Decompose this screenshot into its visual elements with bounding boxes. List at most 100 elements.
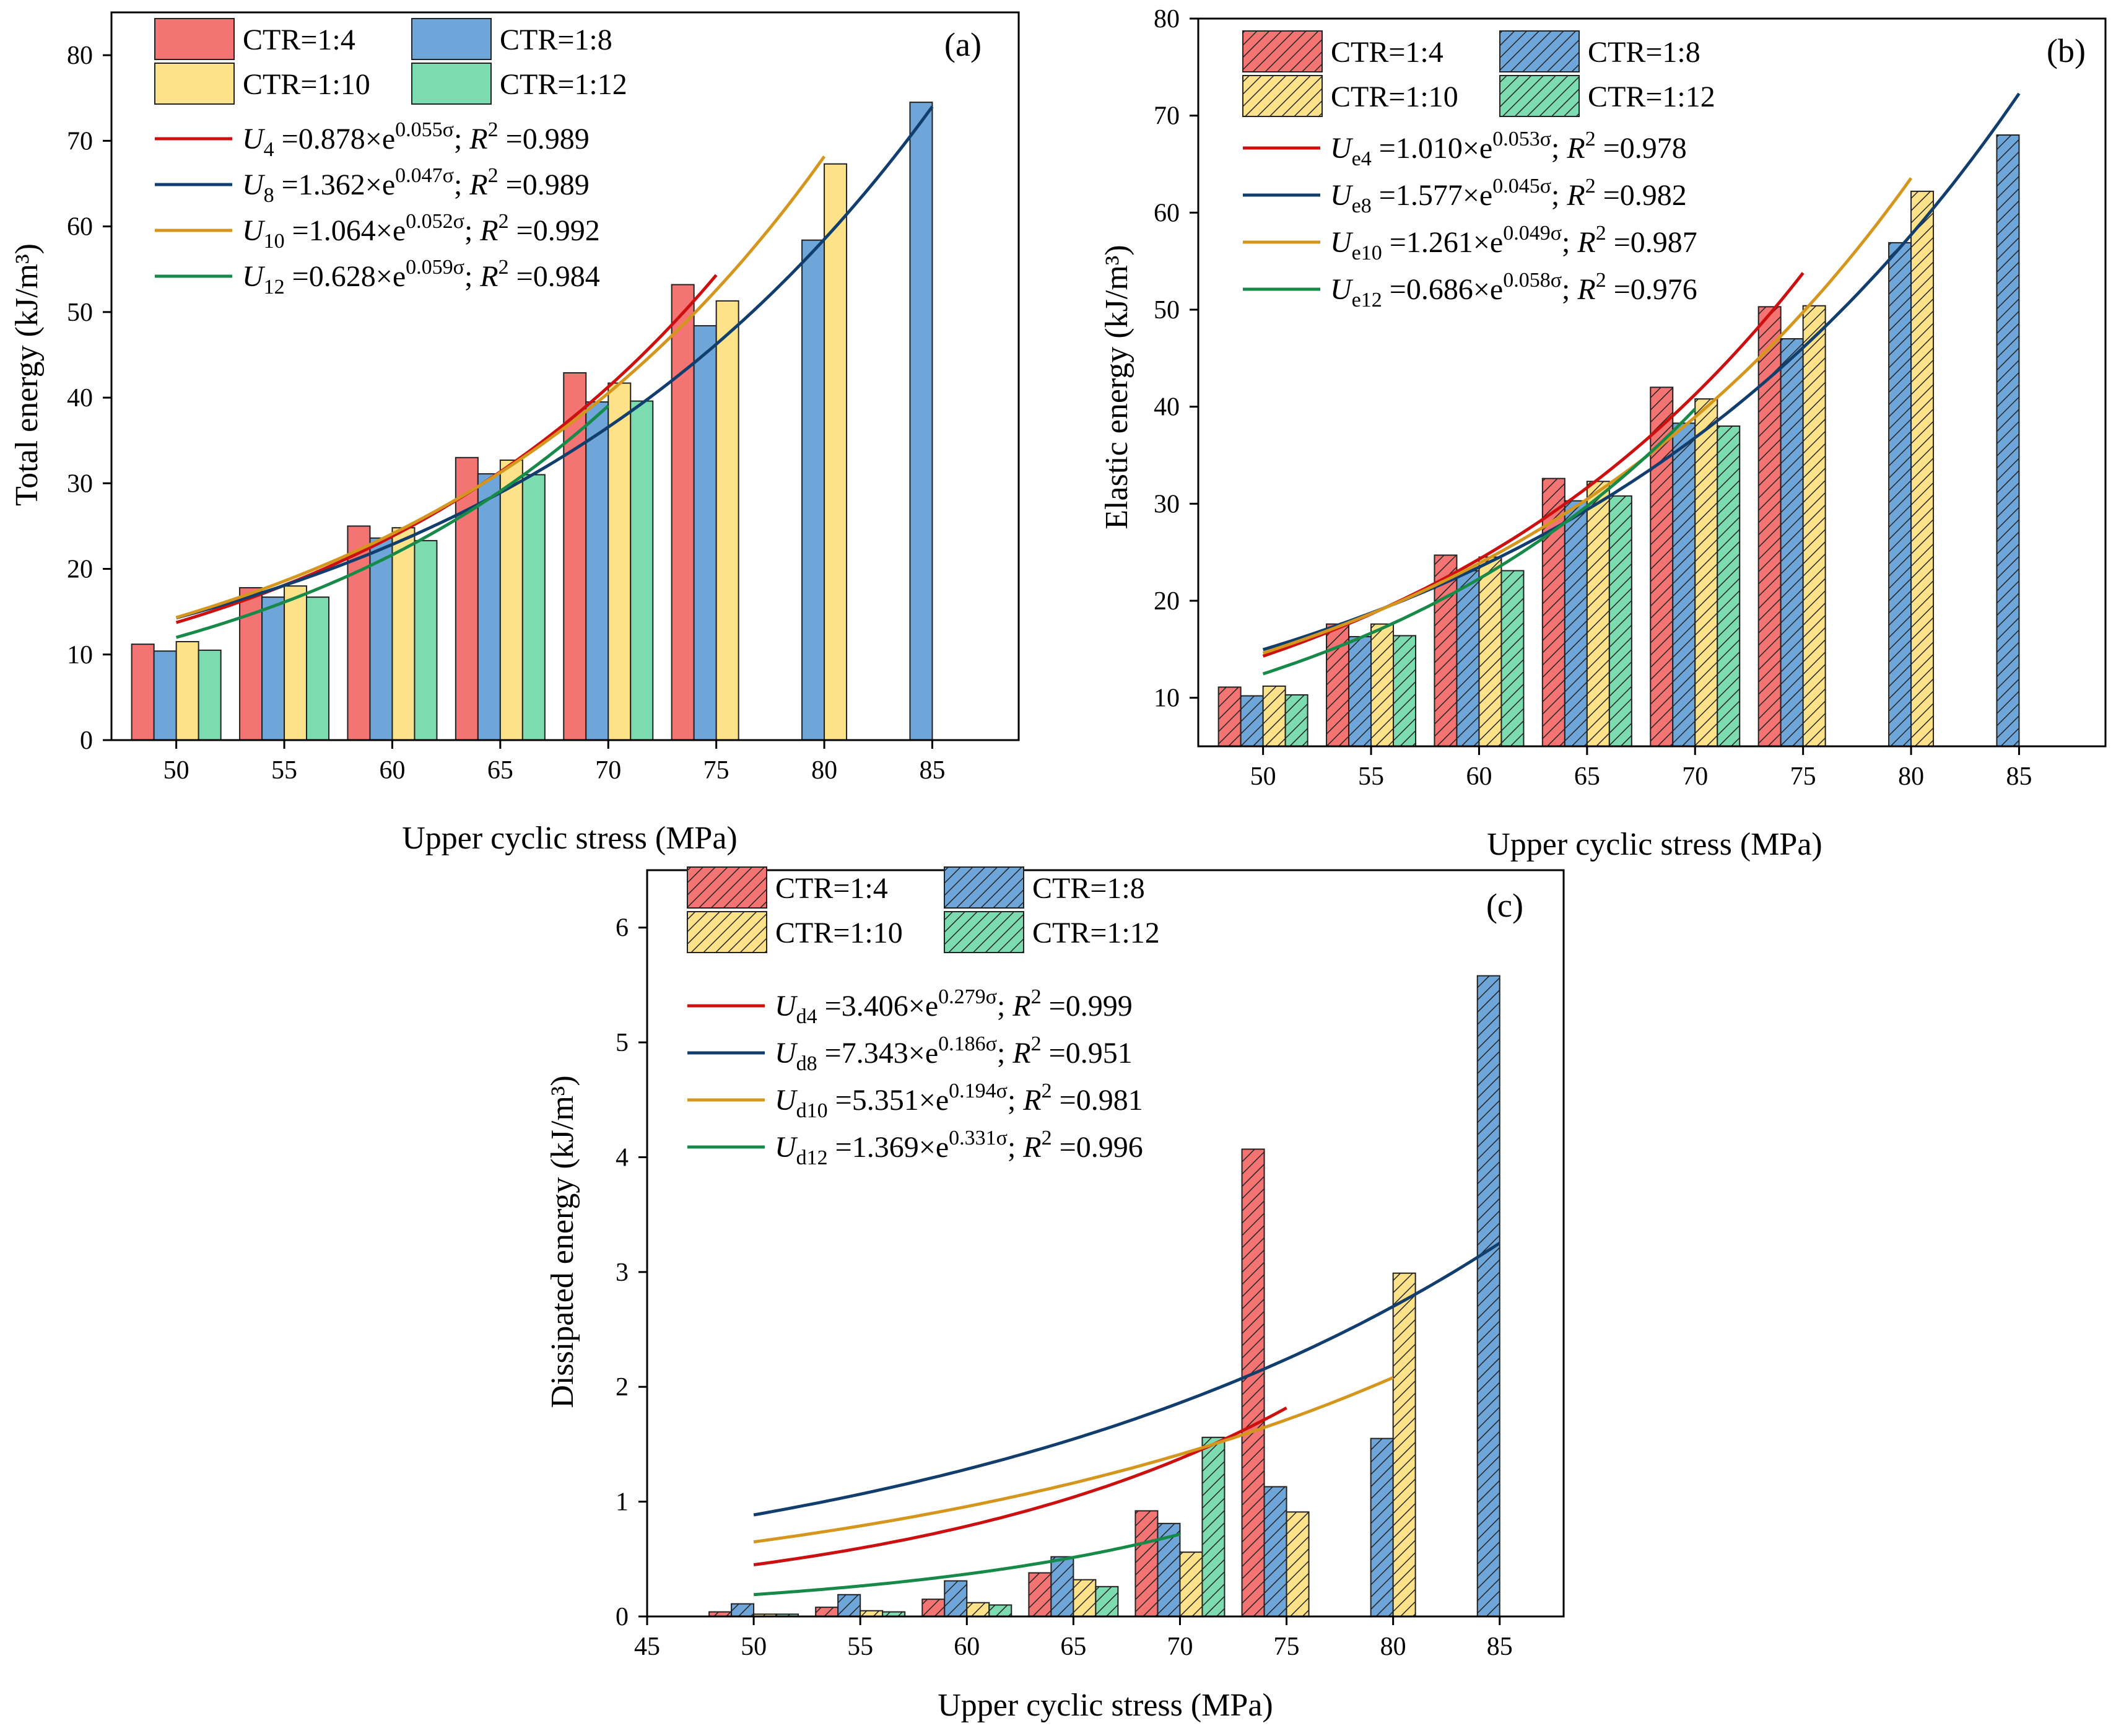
bar-c-ctr-1-4-75 [1241,1148,1265,1617]
bar-fill [131,643,155,741]
bar-hatch [1218,687,1241,746]
x-tick-label: 75 [1274,1633,1300,1661]
legend-label: CTR=1:12 [1032,917,1160,949]
x-axis-label: Upper cyclic stress (MPa) [938,1688,1273,1723]
bar-fill [414,539,438,741]
bar-c-ctr-1-4-70 [1134,1510,1159,1617]
legend-fit-d8: Ud8 =7.343×e0.186σ; R2 =0.951 [687,1032,1133,1075]
bar-a-ctr-1-10-50 [175,641,199,741]
bar-b-ctr-1-8-50 [1240,695,1264,747]
x-tick-label: 60 [1466,762,1492,791]
bar-b-ctr-1-10-75 [1802,305,1826,747]
bar-hatch [1479,557,1502,746]
bar-b-ctr-1-8-80 [1888,242,1912,747]
fit-equation: U10 =1.064×e0.052σ; R2 =0.992 [242,210,600,253]
y-axis-label: Total energy (kJ/m³) [9,243,45,506]
y-tick-label: 4 [616,1143,629,1172]
x-tick-label: 55 [271,756,297,785]
y-tick-label: 70 [1154,102,1180,131]
y-tick-label: 20 [67,556,93,584]
x-tick-label: 65 [487,756,513,785]
y-tick-label: 30 [67,469,93,498]
fit-equation: U12 =0.628×e0.059σ; R2 =0.984 [242,256,600,299]
x-tick-label: 65 [1060,1633,1086,1661]
bar-fill [630,400,654,741]
x-tick-label: 85 [1487,1633,1513,1661]
bar-a-ctr-1-12-50 [198,649,222,741]
bar-c-ctr-1-8-65 [1050,1556,1074,1618]
legend-swatch [154,18,235,60]
bar-c-ctr-1-12-65 [1095,1586,1119,1618]
bar-fill [671,284,695,741]
bar-hatch [1370,1438,1393,1616]
bar-hatch [1202,1437,1225,1616]
bar-c-ctr-1-10-65 [1073,1579,1097,1618]
fit-curve-c-d10 [753,1376,1394,1544]
bar-b-ctr-1-12-65 [1608,495,1632,747]
legend-label: CTR=1:4 [1331,36,1443,69]
legend-fit-e12: Ue12 =0.686×e0.058σ; R2 =0.976 [1243,269,1697,312]
bar-hatch [1263,686,1286,746]
bar-hatch [1051,1556,1074,1616]
bar-fill [306,596,330,741]
legend-item-ctr-1-12: CTR=1:12 [1499,75,1715,117]
y-tick-label: 10 [1154,684,1180,713]
legend-fit-d10: Ud10 =5.351×e0.194σ; R2 =0.981 [687,1080,1143,1122]
legend-swatch-hatch [944,912,1024,953]
bar-hatch [860,1610,883,1616]
bar-hatch [1286,1512,1309,1616]
y-axis-label: Elastic energy (kJ/m³) [1099,245,1134,529]
bar-a-ctr-1-12-70 [630,400,654,741]
bar-a-ctr-1-8-60 [369,537,393,741]
bar-hatch [1758,307,1781,746]
bar-a-ctr-1-10-60 [391,527,416,741]
legend-fit-e4: Ue4 =1.010×e0.053σ; R2 =0.978 [1243,128,1687,170]
bar-c-ctr-1-12-60 [988,1604,1012,1617]
fit-equation: Ud4 =3.406×e0.279σ; R2 =0.999 [775,985,1133,1028]
x-tick-label: 45 [634,1633,660,1661]
legend-item-ctr-1-8: CTR=1:8 [1499,30,1700,72]
fit-curve-a-8 [175,105,934,620]
legend-swatch-hatch [1243,31,1322,72]
bar-hatch [1135,1511,1158,1616]
x-axis-label: Upper cyclic stress (MPa) [1487,827,1822,862]
bar-hatch [1242,1149,1265,1616]
x-tick-label: 50 [741,1633,767,1661]
bar-fill [369,537,393,741]
bar-a-ctr-1-12-60 [414,539,438,741]
y-tick-label: 50 [67,299,93,327]
bar-c-ctr-1-8-60 [944,1580,968,1617]
y-tick-label: 2 [616,1373,629,1402]
bar-a-ctr-1-8-55 [261,596,285,741]
bar-a-ctr-1-8-85 [909,102,933,741]
legend-label: CTR=1:8 [1588,36,1700,69]
bar-hatch [1393,1273,1416,1616]
bar-hatch [1889,242,1912,746]
y-tick-label: 0 [80,726,93,755]
bar-a-ctr-1-8-70 [585,401,609,741]
legend-item-ctr-1-12: CTR=1:12 [944,911,1160,953]
legend-item-ctr-1-8: CTR=1:8 [944,866,1145,909]
bar-fill [521,474,546,741]
x-tick-label: 85 [2006,762,2032,791]
y-tick-label: 1 [616,1488,629,1517]
x-tick-label: 70 [595,756,621,785]
fit-curve-c-d12 [753,1532,1181,1597]
bar-a-ctr-1-8-80 [801,239,825,741]
bar-fill [801,239,825,741]
bar-fill [585,401,609,741]
panel-b-elastic-energy: 50 55 60 65 70 75 80 85 10 20 30 40 50 60 70 80 Upper cy… [1099,5,2107,862]
bar-a-ctr-1-8-50 [153,650,177,741]
legend-item-ctr-1-4: CTR=1:4 [1242,30,1443,72]
fit-curve-c-d4 [753,1407,1287,1566]
legend-fit-8: U8 =1.362×e0.047σ; R2 =0.989 [155,164,590,207]
bar-b-ctr-1-10-60 [1478,556,1502,747]
bar-hatch [1240,696,1263,746]
fit-equation: Ue10 =1.261×e0.049σ; R2 =0.987 [1330,222,1697,264]
bar-b-ctr-1-12-70 [1717,425,1741,747]
x-tick-label: 60 [954,1633,980,1661]
bar-b-ctr-1-8-65 [1564,500,1588,748]
bar-a-ctr-1-10-80 [824,163,848,741]
